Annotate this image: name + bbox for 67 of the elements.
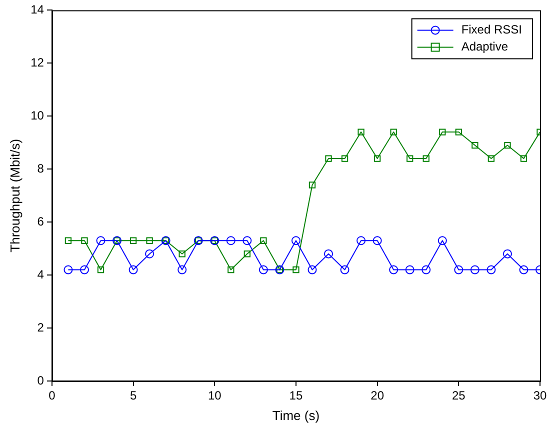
y-tick-label: 8 <box>37 161 44 176</box>
x-tick-label: 5 <box>130 388 137 403</box>
y-tick-label: 12 <box>30 55 44 70</box>
point <box>405 265 414 274</box>
point <box>472 142 478 149</box>
x-tick-label: 0 <box>48 388 56 403</box>
y-tick-label: 14 <box>30 2 44 17</box>
point <box>308 265 317 274</box>
legend-label: Adaptive <box>461 40 508 54</box>
point <box>130 237 137 244</box>
point <box>80 265 89 274</box>
x-tick-label: 10 <box>208 388 222 403</box>
point <box>439 128 446 136</box>
point <box>324 249 334 258</box>
y-tick-label: 2 <box>37 320 44 334</box>
point <box>325 155 332 162</box>
point <box>356 236 366 246</box>
y-tick-label: 6 <box>37 214 44 228</box>
point <box>64 265 73 274</box>
point <box>502 249 512 258</box>
point <box>372 236 382 246</box>
point <box>422 265 431 274</box>
point <box>97 266 104 274</box>
x-axis-title: Time (s) <box>272 408 320 423</box>
point <box>519 265 528 274</box>
point <box>260 237 267 244</box>
point <box>292 266 300 274</box>
point <box>374 155 381 162</box>
point <box>389 265 398 274</box>
point <box>341 155 348 162</box>
point <box>504 142 511 149</box>
x-tick-label: 15 <box>289 388 303 403</box>
point <box>81 237 88 244</box>
point <box>242 236 252 246</box>
y-tick-label: 4 <box>37 267 44 282</box>
point <box>358 128 364 136</box>
point <box>455 128 462 136</box>
point <box>486 265 496 274</box>
x-tick-label: 30 <box>533 388 547 403</box>
point <box>244 250 250 258</box>
point <box>340 265 350 274</box>
point <box>145 249 154 258</box>
point <box>226 236 236 246</box>
point <box>470 265 480 274</box>
y-axis-title: Throughput (Mbit/s) <box>7 138 22 252</box>
x-tick-label: 20 <box>370 388 384 403</box>
point <box>390 128 397 136</box>
point <box>178 265 187 274</box>
point <box>488 155 495 162</box>
point <box>308 182 316 188</box>
point <box>146 237 153 244</box>
point <box>454 265 464 274</box>
point <box>228 266 234 274</box>
point <box>520 155 528 162</box>
point <box>258 265 268 274</box>
point <box>406 155 414 162</box>
legend-label: Fixed RSSI <box>461 22 522 37</box>
point <box>178 250 186 258</box>
point <box>438 236 447 246</box>
y-tick-label: 0 <box>37 373 44 388</box>
point <box>96 236 106 246</box>
point <box>64 237 72 244</box>
point <box>128 265 138 274</box>
point <box>291 236 300 246</box>
y-tick-label: 10 <box>30 108 44 122</box>
x-tick-label: 25 <box>452 388 466 403</box>
point <box>422 155 430 162</box>
